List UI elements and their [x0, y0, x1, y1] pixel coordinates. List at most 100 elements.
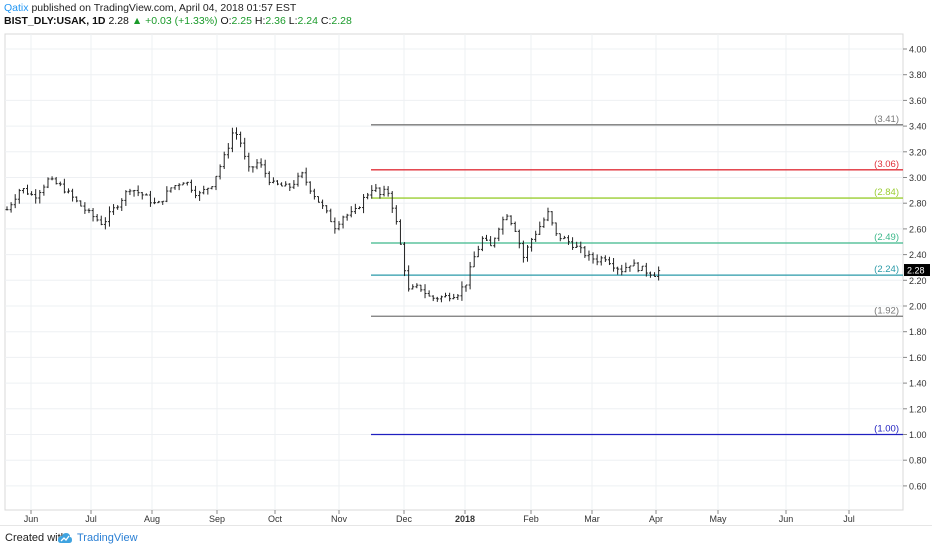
ohlc-bar [5, 206, 9, 211]
ohlc-bar [632, 259, 636, 267]
x-tick-label: Feb [523, 514, 539, 524]
ohlc-bar [603, 255, 607, 262]
ohlc-bar [349, 206, 353, 218]
ohlc-bar [493, 237, 497, 248]
ohlc-bar [181, 182, 185, 186]
ohlc-bar [255, 159, 259, 170]
ohlc-bar [644, 262, 648, 277]
ohlc-bar [271, 177, 275, 184]
fib-level-label: (1.00) [874, 424, 899, 435]
fib-level-label: (3.41) [874, 114, 899, 125]
y-tick-label: 3.00 [909, 173, 927, 183]
ohlc-bar [275, 180, 279, 186]
ohlc-bar [390, 191, 394, 213]
close-value: 2.28 [331, 15, 352, 27]
ohlc-bar [312, 188, 316, 200]
y-tick-label: 2.60 [909, 224, 927, 234]
x-tick-label: Jul [843, 514, 855, 524]
ohlc-bar [653, 272, 657, 277]
ohlc-bar [42, 184, 46, 196]
created-with-text: Created with [5, 532, 67, 544]
x-tick-label: Oct [268, 514, 283, 524]
ohlc-bar [366, 192, 370, 200]
ohlc-bar [214, 175, 218, 191]
ohlc-bar [25, 184, 29, 195]
ohlc-bar [398, 219, 402, 245]
y-tick-label: 3.40 [909, 122, 927, 132]
up-arrow-icon: ▲ [131, 15, 143, 27]
ohlc-bar [58, 181, 62, 187]
y-tick-label: 1.20 [909, 404, 927, 414]
open-label: O: [220, 15, 232, 27]
ohlc-bar [222, 151, 226, 170]
ohlc-bar [628, 265, 632, 272]
ohlc-bar [66, 188, 70, 194]
ohlc-bar [444, 292, 448, 298]
x-tick-label: Dec [396, 514, 413, 524]
ohlc-bar [95, 214, 99, 222]
y-tick-label: 1.40 [909, 379, 927, 389]
ohlc-bar [620, 264, 624, 276]
x-tick-label: Jun [779, 514, 794, 524]
ohlc-bar [648, 271, 652, 278]
ohlc-bar [542, 217, 546, 228]
ohlc-bar [300, 171, 304, 179]
tradingview-logo-icon [58, 533, 72, 543]
ohlc-bar [140, 191, 144, 200]
ohlc-bar [230, 127, 234, 153]
ohlc-bar [218, 164, 222, 180]
ohlc-bar [148, 190, 152, 207]
ohlc-bar [357, 206, 361, 210]
symbol-name[interactable]: BIST_DLY:USAK, 1D [4, 15, 106, 27]
ohlc-bar [476, 245, 480, 258]
ohlc-bar [439, 295, 443, 303]
ohlc-bar [177, 183, 181, 191]
ohlc-bar [403, 242, 407, 277]
ohlc-bar [13, 194, 17, 209]
ohlc-bar [83, 202, 87, 214]
ohlc-bar [505, 214, 509, 221]
tradingview-brand[interactable]: TradingView [77, 532, 138, 544]
ohlc-bar [558, 233, 562, 242]
fibonacci-levels[interactable]: (3.41) (3.06) (2.84) (2.49) (2.24) (1.92) (1.0… [371, 114, 903, 436]
ohlc-bar [538, 221, 542, 235]
ohlc-bar [378, 187, 382, 199]
open-value: 2.25 [231, 15, 252, 27]
author-link[interactable]: Qatix [4, 2, 29, 14]
ohlc-bar [480, 236, 484, 252]
ohlc-bar [226, 143, 230, 159]
ohlc-bar [345, 213, 349, 221]
ohlc-bar [427, 290, 431, 297]
fib-level-label: (2.24) [874, 264, 899, 275]
ohlc-bar [161, 200, 165, 205]
grid [4, 33, 904, 511]
time-axis[interactable]: Jun Jul Aug Sep Oct Nov Dec 2018 Feb Mar Apr May Jun… [24, 510, 855, 524]
ohlc-bar [509, 215, 513, 226]
ohlc-bar [464, 284, 468, 292]
ohlc-bar [624, 262, 628, 273]
ohlc-bar [657, 266, 661, 281]
ohlc-bar [612, 257, 616, 272]
price-axis[interactable]: 4.00 3.80 3.60 3.40 3.20 3.00 2.80 2.60 2.40 2.20… [903, 45, 930, 492]
price-chart[interactable]: (3.41) (3.06) (2.84) (2.49) (2.24) (1.92) (1.0… [0, 0, 932, 525]
ohlc-bar [374, 183, 378, 193]
ohlc-bar [144, 193, 148, 196]
ohlc-bar [562, 235, 566, 240]
ohlc-bar [17, 188, 21, 204]
ohlc-bar [185, 181, 189, 186]
plot-frame [4, 33, 904, 511]
ohlc-bar [288, 183, 292, 192]
ohlc-bar [501, 216, 505, 235]
ohlc-bar [54, 176, 58, 185]
ohlc-bar [280, 182, 284, 187]
last-price-label: 2.28 [907, 266, 925, 276]
ohlc-bar [415, 283, 419, 289]
close-label: C: [320, 15, 332, 27]
ohlc-bar [321, 199, 325, 209]
ohlc-bar [517, 229, 521, 249]
ohlc-bar [591, 252, 595, 264]
ohlc-bar [386, 186, 390, 197]
y-tick-label: 2.00 [909, 302, 927, 312]
ohlc-bar [194, 185, 198, 199]
ohlc-bar [616, 266, 620, 275]
